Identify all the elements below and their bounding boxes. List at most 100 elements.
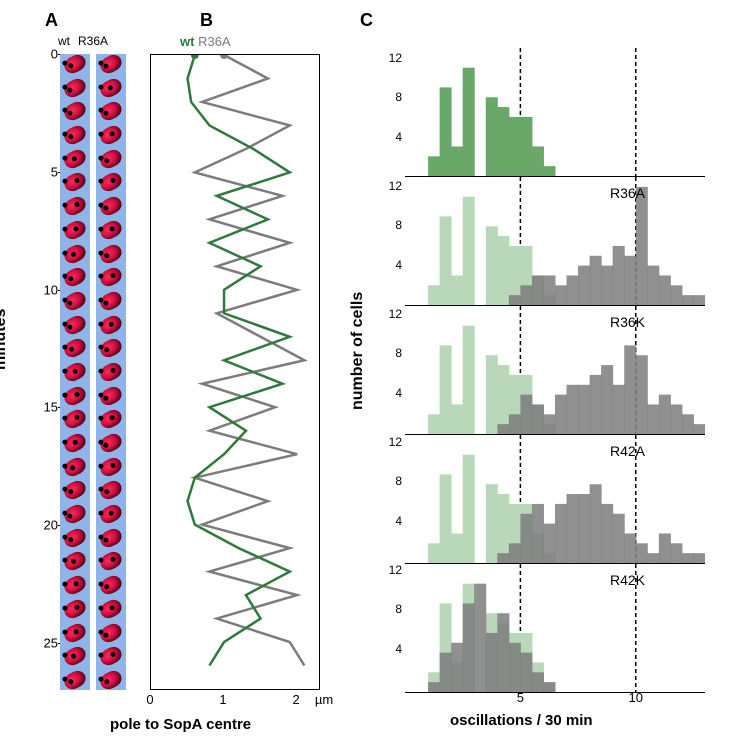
cell-frame [98,241,125,265]
cell-frame [98,52,125,76]
yticks: 4812 [380,432,404,560]
cell-frame [98,478,125,502]
yticks: 4812 [380,304,404,432]
cell-frame [62,336,89,360]
cell-frame [98,526,125,550]
panel-a-yaxis: 0510152025 [30,54,58,690]
cell-frame [98,502,125,526]
yticks: 4812 [380,176,404,304]
cell-frame [62,573,89,597]
panel-b-svg [151,55,319,689]
xtick: 0 [146,692,153,707]
cell-frame [98,407,125,431]
cell-frame [62,549,89,573]
cell-frame [62,75,89,99]
histogram-row: R36A [405,177,705,306]
ytick: 20 [44,518,58,533]
cell-frame [62,502,89,526]
cell-frame [62,52,89,76]
yticks: 4812 [380,48,404,176]
histogram-row: R42A [405,435,705,564]
cell-frame [98,597,125,621]
ytick: 25 [44,635,58,650]
panel-b-label: B [200,10,213,31]
cell-frame [62,407,89,431]
cell-frame [98,194,125,218]
figure: A wt R36A minutes 0510152025 B wt R36A 0… [10,10,722,710]
panel-b-xlabel: pole to SopA centre [110,716,410,733]
cell-frame [98,360,125,384]
strip-label-mut: R36A [78,34,108,48]
ytick: 15 [44,400,58,415]
panel-a-label: A [45,10,58,31]
panel-c: C number of cells R36AR36KR42AR42K 510 o… [350,10,720,710]
hist-variant-label: R36K [610,314,645,330]
cell-frame [98,312,125,336]
cell-frame [62,147,89,171]
panel-a-ylabel: minutes [0,309,10,370]
panel-b-plot [150,54,320,690]
cell-frame [98,336,125,360]
cell-frame [62,218,89,242]
cell-frame [98,147,125,171]
hist-variant-label: R42A [610,443,645,459]
cell-frame [98,123,125,147]
hist-variant-label: R42K [610,572,645,588]
ytick: 10 [44,282,58,297]
xtick: 10 [629,690,643,705]
cell-frame [62,668,89,692]
cell-frame [62,383,89,407]
cell-frame [98,383,125,407]
panel-b-xlabel-text: pole to SopA centre [110,716,251,733]
kymograph-strips [60,54,126,690]
cell-frame [62,478,89,502]
cell-frame [62,265,89,289]
ytick: 5 [51,164,58,179]
cell-frame [62,431,89,455]
cell-frame [62,170,89,194]
ytick: 0 [51,47,58,62]
panel-c-ylabel: number of cells [349,292,367,410]
cell-frame [62,360,89,384]
panel-a: A wt R36A minutes 0510152025 [10,10,140,710]
histogram-row: R36K [405,306,705,435]
legend-wt: wt [180,34,194,49]
panel-c-label: C [360,10,373,31]
cell-frame [62,99,89,123]
cell-frame [98,620,125,644]
xtick: 2 [292,692,299,707]
cell-frame [62,289,89,313]
cell-frame [62,620,89,644]
strip-mut [96,54,126,690]
strip-label-wt: wt [58,34,70,48]
panel-b-legend: wt R36A [180,34,231,49]
cell-frame [98,668,125,692]
cell-frame [62,312,89,336]
cell-frame [98,170,125,194]
cell-frame [98,218,125,242]
cell-frame [98,265,125,289]
yticks: 4812 [380,560,404,688]
panel-b-xaxis: 012µm [150,692,320,712]
strip-wt [60,54,90,690]
cell-frame [98,431,125,455]
cell-frame [98,549,125,573]
panel-b: B wt R36A 012µm pole to SopA centre [140,10,330,710]
panel-c-xlabel: oscillations / 30 min [450,712,593,729]
cell-frame [98,644,125,668]
cell-frame [62,241,89,265]
cell-frame [62,597,89,621]
legend-mut: R36A [198,34,231,49]
histogram-row: R42K [405,564,705,693]
xtick: 1 [219,692,226,707]
cell-frame [98,75,125,99]
cell-frame [62,644,89,668]
cell-frame [62,123,89,147]
strip-labels: wt R36A [58,34,108,48]
cell-frame [98,289,125,313]
cell-frame [62,526,89,550]
histogram-row [405,48,705,177]
cell-frame [98,573,125,597]
cell-frame [98,454,125,478]
cell-frame [62,194,89,218]
